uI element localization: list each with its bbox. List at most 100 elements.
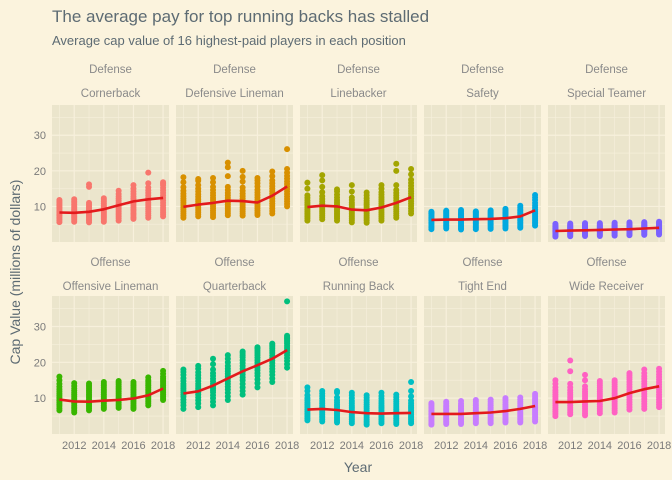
panel-background [52, 296, 169, 434]
data-point [304, 192, 311, 199]
facet-side-label: Defense [461, 64, 504, 76]
x-tick-label: 2012 [558, 440, 582, 452]
facet-side-label: Offense [214, 257, 254, 269]
x-tick-label: 2018 [275, 440, 299, 452]
data-point [443, 207, 450, 214]
x-tick-label: 2018 [523, 440, 547, 452]
x-tick-label: 2012 [186, 440, 210, 452]
x-tick-label: 2014 [340, 440, 364, 452]
data-point [269, 177, 276, 184]
data-point [363, 189, 370, 196]
data-point [626, 219, 633, 226]
data-point [334, 186, 341, 193]
facet-side-label: Defense [89, 64, 132, 76]
panel-background [176, 105, 293, 242]
data-point [428, 208, 435, 215]
data-point [408, 176, 415, 183]
data-point [319, 189, 326, 196]
data-point [254, 174, 261, 181]
data-point [195, 362, 202, 369]
panel-offensive-lineman: Offense Offensive Lineman 10 20 30 2012 2014 20… [34, 257, 176, 452]
facet-position-label: Quarterback [203, 281, 267, 293]
data-point [611, 219, 618, 226]
data-point [130, 379, 137, 386]
x-tick-label: 2018 [647, 440, 671, 452]
data-point [224, 173, 231, 180]
data-point [130, 182, 137, 189]
panel-background [548, 105, 665, 242]
panel-background [52, 105, 169, 242]
data-point [378, 389, 385, 396]
data-point [393, 391, 400, 398]
facet-side-label: Offense [90, 257, 130, 269]
data-point [269, 173, 276, 180]
data-point [180, 184, 187, 191]
data-point [195, 182, 202, 189]
data-point [458, 398, 465, 405]
y-axis-label: Cap Value (millions of dollars) [7, 180, 23, 365]
data-point [56, 197, 63, 204]
data-point [210, 174, 217, 181]
data-point [210, 183, 217, 190]
data-point [210, 355, 217, 362]
data-point [656, 365, 663, 372]
panel-background [300, 105, 417, 242]
data-point [567, 368, 574, 375]
data-point [180, 174, 187, 181]
data-point [304, 392, 311, 399]
data-point [334, 394, 341, 401]
trend-line [555, 385, 660, 404]
y-tick-label: 20 [34, 166, 46, 178]
trend-line [59, 196, 164, 215]
data-point [502, 395, 509, 402]
data-point [408, 166, 415, 173]
data-point [319, 172, 326, 179]
facet-position-label: Linebacker [330, 88, 386, 100]
data-point [254, 344, 261, 351]
data-point [100, 379, 107, 386]
panel-background [176, 296, 293, 434]
data-point [284, 146, 291, 153]
panel-linebacker: Defense Linebacker [300, 64, 417, 242]
data-point [304, 179, 311, 186]
data-point [532, 192, 539, 199]
data-point [145, 169, 152, 176]
facet-side-label: Defense [585, 64, 628, 76]
data-point [393, 187, 400, 194]
facet-side-label: Offense [586, 257, 626, 269]
data-point [428, 400, 435, 407]
data-point [626, 370, 633, 377]
data-point [224, 159, 231, 166]
x-tick-label: 2014 [216, 440, 240, 452]
data-point [472, 208, 479, 215]
data-point [502, 205, 509, 212]
trend-line [183, 185, 288, 209]
data-point [195, 176, 202, 183]
x-tick-label: 2014 [464, 440, 488, 452]
data-point [641, 366, 648, 373]
x-tick-label: 2012 [434, 440, 458, 452]
trend-line [307, 407, 412, 415]
y-tick-label: 10 [34, 201, 46, 213]
facet-position-label: Cornerback [81, 88, 141, 100]
x-tick-label: 2016 [245, 440, 269, 452]
data-point [180, 366, 187, 373]
data-point [224, 183, 231, 190]
data-point [269, 340, 276, 347]
data-point [284, 166, 291, 173]
data-point [656, 218, 663, 225]
trend-line [431, 209, 536, 222]
data-point [71, 196, 78, 203]
data-point [472, 396, 479, 403]
data-point [180, 179, 187, 186]
data-point [145, 180, 152, 187]
facet-position-label: Offensive Lineman [63, 281, 159, 293]
data-point [239, 167, 246, 174]
facet-side-label: Offense [338, 257, 378, 269]
data-point [254, 384, 261, 391]
trend-line [183, 348, 288, 395]
data-point [393, 160, 400, 167]
data-point [319, 183, 326, 190]
data-point [145, 184, 152, 191]
